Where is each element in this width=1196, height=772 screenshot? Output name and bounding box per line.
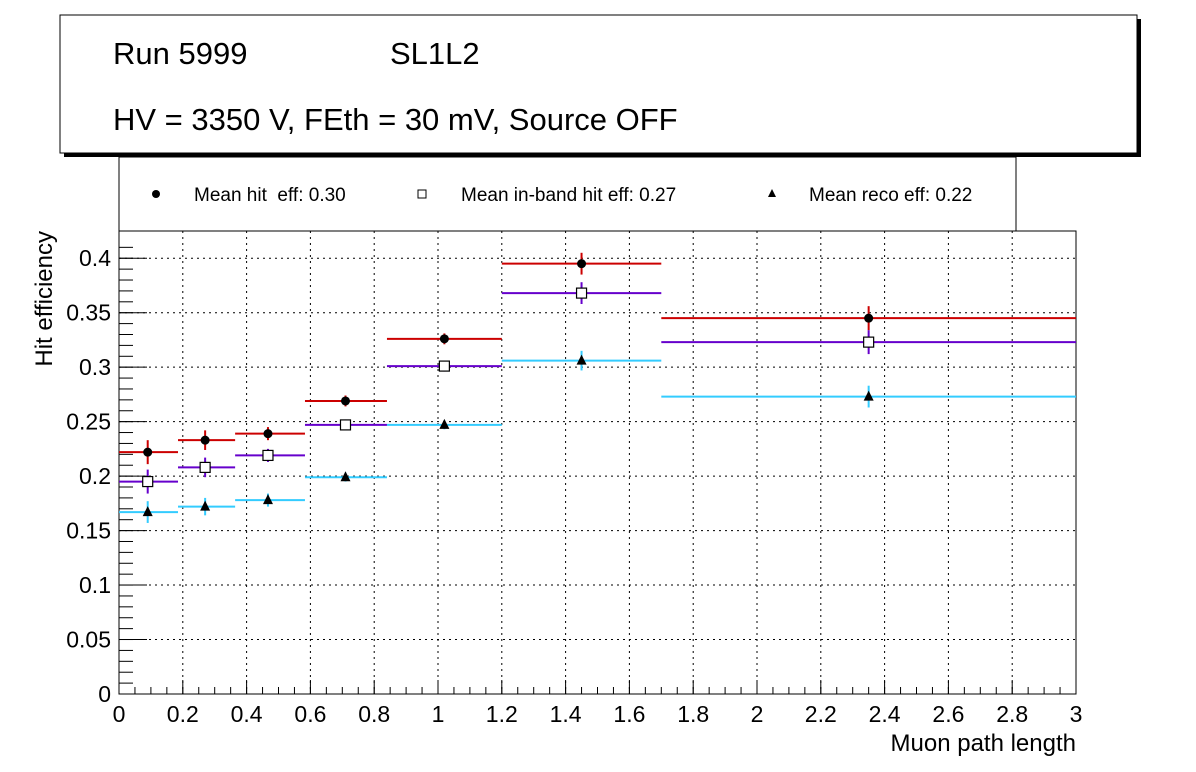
x-tick-label: 1 <box>432 701 445 727</box>
x-tick-label: 0 <box>113 701 126 727</box>
x-tick-label: 1.2 <box>486 701 518 727</box>
title-box: Run 5999 SL1L2 HV = 3350 V, FEth = 30 mV… <box>59 14 1141 157</box>
x-tick-label: 0.4 <box>231 701 263 727</box>
y-tick-label: 0.15 <box>66 518 111 544</box>
run-label: Run 5999 <box>113 36 247 71</box>
data-point-triangle <box>340 471 351 482</box>
y-tick-label: 0.05 <box>66 627 111 653</box>
data-point-triangle <box>576 354 587 365</box>
x-tick-label: 0.6 <box>294 701 326 727</box>
data-point-square <box>575 287 588 299</box>
data-point-circle <box>200 435 210 445</box>
data-point-circle <box>577 259 587 269</box>
conditions-label: HV = 3350 V, FEth = 30 mV, Source OFF <box>113 102 678 137</box>
data-point-triangle <box>262 494 273 505</box>
y-axis-label: Hit efficiency <box>31 231 58 367</box>
y-tick-label: 0.35 <box>66 300 111 326</box>
data-point-square <box>142 475 154 488</box>
x-tick-label: 2.4 <box>869 701 901 727</box>
legend-square-marker <box>417 189 427 199</box>
data-point-circle <box>439 334 449 344</box>
plot-frame <box>118 230 1077 695</box>
x-tick-label: 0.8 <box>358 701 390 727</box>
x-tick-label: 0.2 <box>167 701 199 727</box>
legend-circle-marker <box>152 190 160 198</box>
x-tick-label: 3 <box>1070 701 1083 727</box>
data-point-circle <box>340 396 350 406</box>
y-tick-label: 0.25 <box>66 409 111 435</box>
x-tick-label: 2.2 <box>805 701 837 727</box>
data-point-square <box>863 336 875 348</box>
y-tick-label: 0 <box>98 681 111 707</box>
x-tick-label: 1.8 <box>677 701 709 727</box>
data-point-square <box>199 461 211 474</box>
y-tick-label: 0.2 <box>79 463 111 489</box>
x-tick-label: 2 <box>751 701 764 727</box>
data-point-triangle <box>439 418 450 429</box>
x-tick-label: 2.8 <box>996 701 1028 727</box>
data-point-circle <box>864 313 874 323</box>
legend: Mean hit eff: 0.30 Mean in-band hit eff:… <box>118 156 1017 232</box>
legend-label-hit: Mean hit eff: 0.30 <box>194 185 346 206</box>
data-point-square <box>262 449 274 462</box>
data-marks <box>119 252 1076 523</box>
grid <box>119 231 1076 694</box>
y-tick-label: 0.4 <box>79 245 111 271</box>
y-tick-label: 0.1 <box>79 572 111 598</box>
data-point-triangle <box>142 506 153 517</box>
data-point-circle <box>263 429 273 439</box>
x-tick-label: 1.6 <box>613 701 645 727</box>
legend-label-reco: Mean reco eff: 0.22 <box>809 185 972 206</box>
layer-label: SL1L2 <box>390 36 480 71</box>
legend-label-inband: Mean in-band hit eff: 0.27 <box>461 185 676 206</box>
x-axis-label: Muon path length <box>891 730 1076 757</box>
data-point-circle <box>143 447 153 457</box>
data-point-square <box>339 419 352 431</box>
legend-triangle-marker <box>768 189 776 197</box>
x-tick-label: 2.6 <box>932 701 964 727</box>
y-tick-label: 0.3 <box>79 354 111 380</box>
axes: 0 0.2 0.4 0.6 0.8 1 1.2 1.4 1.6 1.8 2 2.2 2.4 2.6 2.8 3… <box>66 230 1083 727</box>
data-point-square <box>438 360 450 372</box>
x-tick-label: 1.4 <box>550 701 582 727</box>
data-point-triangle <box>200 500 211 511</box>
data-point-triangle <box>863 390 874 401</box>
